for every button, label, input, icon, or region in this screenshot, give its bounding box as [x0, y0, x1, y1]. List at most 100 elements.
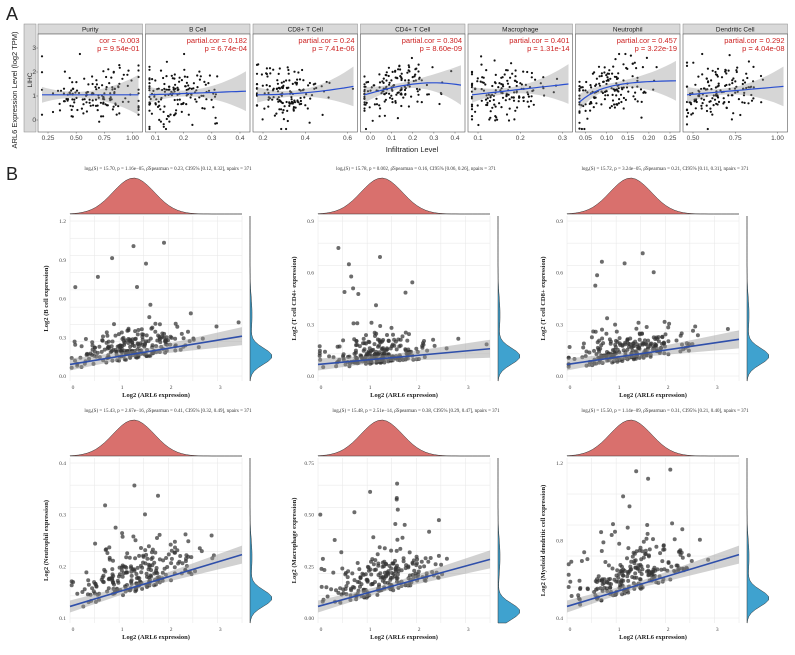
- scatter-point: [611, 72, 614, 75]
- scatter-point: [71, 115, 74, 118]
- scatter-point: [643, 552, 648, 556]
- scatter-point: [164, 127, 168, 131]
- scatter-point: [169, 548, 174, 553]
- scatter-point: [618, 98, 621, 101]
- scatter-point: [363, 88, 366, 91]
- scatter-point: [505, 113, 509, 116]
- scatter-point: [414, 79, 417, 82]
- scatter-point: [522, 70, 525, 73]
- scatter-point: [301, 68, 304, 72]
- scatter-point: [75, 96, 78, 99]
- panel-a: ARL6 Expression Level (log2 TPM) LIHC In…: [10, 23, 788, 154]
- scatter-point: [162, 110, 165, 113]
- scatter-point: [312, 83, 315, 86]
- scatter-point: [127, 337, 132, 342]
- scatter-point: [700, 97, 703, 100]
- scatter-point: [486, 101, 489, 104]
- scatter-point: [209, 533, 214, 538]
- scatter-point: [752, 65, 755, 68]
- stat-header: logₑ(S) = 15.78, p = 0.002, ρ̂Spearman =…: [336, 167, 496, 172]
- scatter-point: [685, 100, 689, 104]
- x-tick-label: 2: [667, 385, 670, 391]
- scatter-point: [398, 337, 403, 342]
- facet-plot-area: [37, 33, 143, 133]
- scatter-point: [282, 84, 285, 87]
- scatter-point: [576, 596, 581, 601]
- scatter-point: [422, 339, 426, 343]
- scatter-point: [663, 332, 668, 337]
- y-axis-label: Log2 (Myeloid dendritic cell expression): [540, 485, 547, 596]
- scatter-point: [157, 557, 162, 562]
- scatter-point: [321, 365, 326, 370]
- scatter-point: [611, 99, 615, 102]
- loess-fit-line: [364, 82, 462, 96]
- scatter-point: [127, 100, 130, 103]
- scatter-point: [470, 86, 474, 89]
- scatter-point: [593, 96, 596, 100]
- scatter-point: [287, 68, 290, 72]
- scatter-point: [154, 102, 157, 105]
- scatter-point: [130, 79, 133, 82]
- scatter-point: [743, 81, 747, 84]
- scatter-point: [373, 84, 376, 87]
- scatter-point: [750, 99, 754, 102]
- linear-fit-line: [69, 335, 243, 366]
- scatter-point: [390, 575, 395, 580]
- scatter-point: [387, 66, 390, 69]
- scatter-point: [700, 87, 703, 91]
- scatter-point: [144, 571, 149, 576]
- scatter-point: [402, 96, 405, 99]
- scatter-point: [615, 94, 618, 97]
- scatter-point: [272, 68, 275, 71]
- scatter-point: [610, 566, 615, 571]
- scatter-point: [745, 86, 748, 90]
- scatter-point: [598, 586, 603, 591]
- scatter-point: [625, 525, 630, 530]
- scatter-point: [417, 70, 420, 73]
- scatter-point: [137, 113, 140, 116]
- scatter-point: [153, 329, 158, 334]
- scatter-point: [361, 587, 366, 592]
- scatter-point: [202, 94, 205, 97]
- scatter-point: [377, 338, 382, 343]
- scatter-point: [148, 101, 151, 104]
- scatter-point: [670, 521, 675, 526]
- scatter-point: [378, 255, 382, 259]
- scatter-point: [180, 79, 183, 82]
- scatter-point: [636, 320, 641, 325]
- scatter-point: [113, 333, 118, 338]
- x-tick-label: 0.50: [687, 135, 700, 142]
- scatter-point: [414, 561, 419, 566]
- x-tick-label: 0.3: [558, 135, 567, 142]
- scatter-point: [626, 341, 631, 346]
- scatter-point: [485, 69, 488, 72]
- scatter-point: [584, 89, 587, 92]
- scatter-point: [658, 551, 663, 556]
- scatter-point: [196, 345, 201, 350]
- scatter-point: [643, 548, 648, 553]
- scatter-point: [633, 339, 638, 344]
- scatter-point: [155, 575, 160, 580]
- scatter-point: [156, 105, 160, 108]
- scatter-point: [735, 69, 738, 72]
- scatter-point: [666, 339, 671, 344]
- scatter-point: [378, 81, 382, 84]
- scatter-point: [526, 70, 529, 74]
- scatter-point: [194, 98, 197, 101]
- scatter-point: [640, 251, 645, 256]
- loess-fit-line: [471, 83, 569, 96]
- scatter-point: [363, 109, 366, 112]
- scatter-point: [391, 101, 394, 104]
- scatter-point: [500, 106, 503, 109]
- scatter-point: [543, 94, 546, 97]
- scatter-point: [148, 127, 151, 131]
- scatter-point: [470, 84, 474, 87]
- scatter-point: [498, 102, 501, 105]
- scatter-point: [198, 96, 201, 99]
- scatter-point: [444, 556, 449, 561]
- scatter-point: [184, 556, 188, 561]
- scatter-point: [72, 87, 75, 90]
- scatter-point: [364, 353, 369, 358]
- scatter-point: [280, 81, 283, 84]
- scatter-point: [396, 117, 399, 120]
